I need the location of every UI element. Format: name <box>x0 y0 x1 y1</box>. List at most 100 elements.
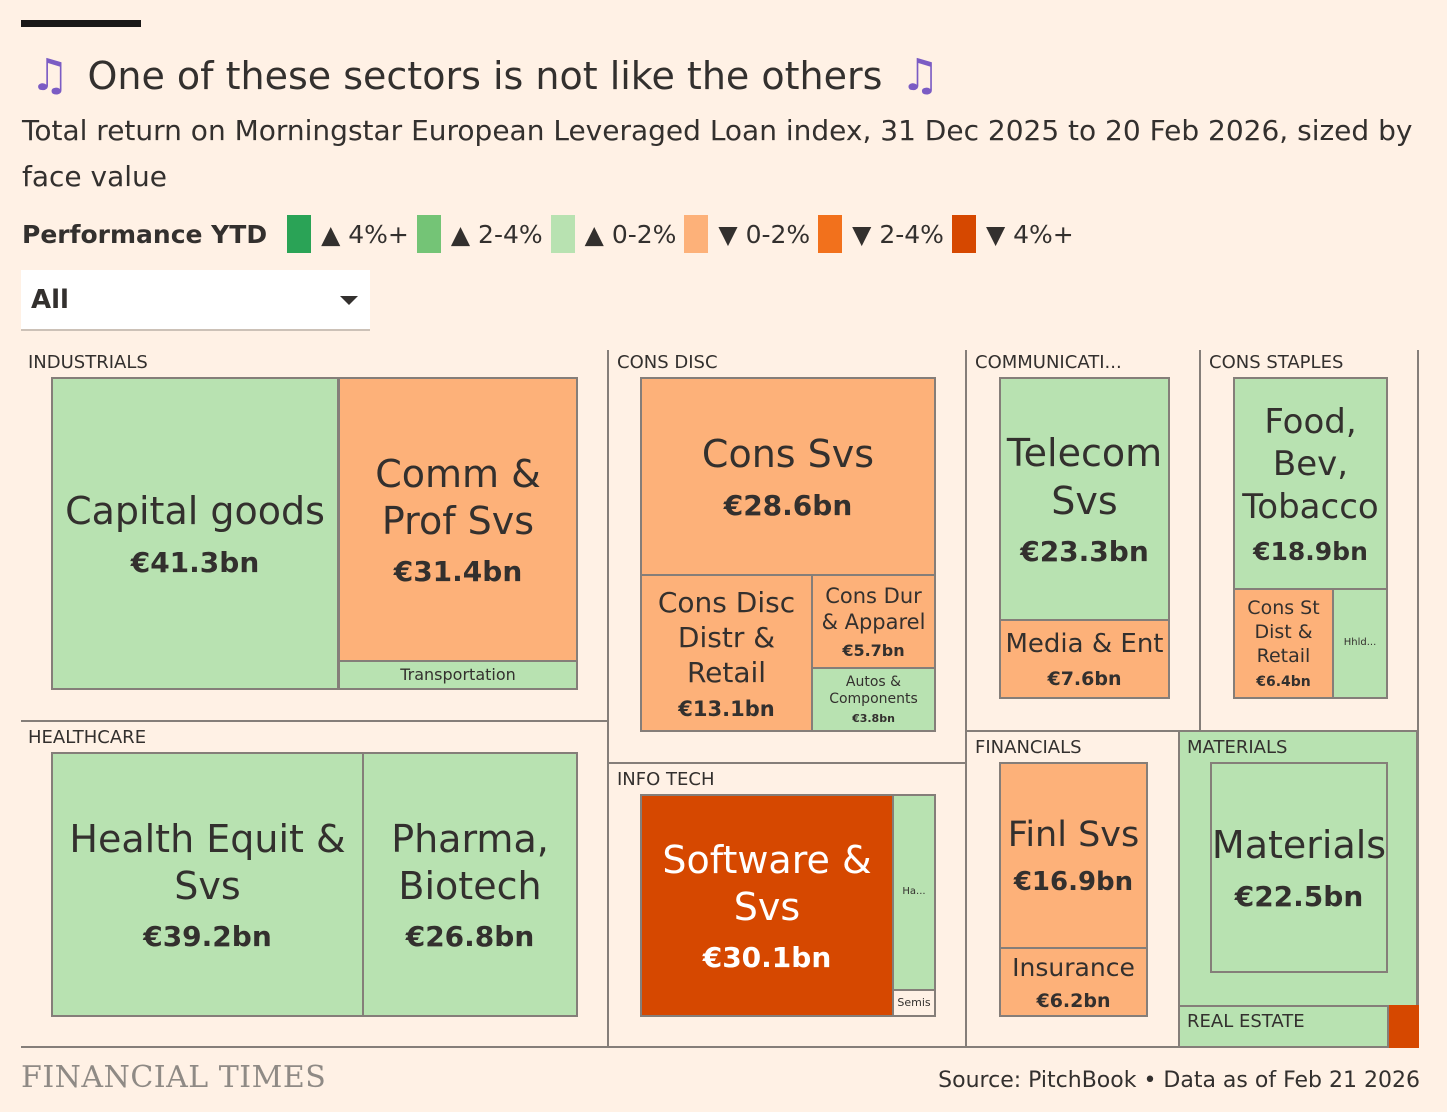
legend-swatch <box>287 215 312 253</box>
tile-value: €22.5bn <box>1234 879 1364 913</box>
musical-notes-icon: ♫ <box>900 50 940 101</box>
tile-name: Cons Dur & Apparel <box>821 583 926 635</box>
tile-name: Insurance <box>1012 953 1135 983</box>
treemap-tile[interactable]: Hhld... <box>1332 588 1388 699</box>
tile-value: €30.1bn <box>702 941 832 975</box>
sector-label: FINANCIALS <box>975 737 1082 758</box>
treemap-tile[interactable]: Cons Disc Distr & Retail €13.1bn <box>640 574 813 732</box>
chevron-down-icon <box>340 296 358 305</box>
musical-notes-icon: ♫ <box>30 50 70 101</box>
sector-label: MATERIALS <box>1187 737 1288 758</box>
tile-value: €41.3bn <box>130 545 260 579</box>
treemap-tile[interactable]: Food, Bev, Tobacco €18.9bn <box>1233 377 1388 590</box>
divider <box>21 720 608 722</box>
legend-item: ▲ 2-4% <box>416 215 543 253</box>
treemap-tile[interactable]: Cons St Dist & Retail €6.4bn <box>1233 588 1334 699</box>
dropdown-value: All <box>31 284 69 315</box>
treemap-tile[interactable]: Health Equit & Svs €39.2bn <box>51 752 364 1017</box>
divider <box>1199 350 1201 730</box>
sector-label: INDUSTRIALS <box>28 352 148 373</box>
divider <box>1417 350 1419 1006</box>
treemap-tile[interactable]: Software & Svs €30.1bn <box>640 794 894 1017</box>
treemap-tile[interactable]: Comm & Prof Svs €31.4bn <box>338 377 578 662</box>
sector-label: REAL ESTATE <box>1187 1011 1305 1032</box>
treemap-tile[interactable]: Materials €22.5bn <box>1210 762 1388 973</box>
divider <box>21 1046 1418 1048</box>
treemap-tile[interactable]: Cons Dur & Apparel €5.7bn <box>811 574 936 669</box>
tile-name: Pharma, Biotech <box>391 816 549 909</box>
tile-value: €31.4bn <box>393 555 523 589</box>
legend-item: ▲ 4%+ <box>287 215 409 253</box>
tile-name: Hhld... <box>1343 637 1377 649</box>
tile-name: Comm & Prof Svs <box>375 451 541 544</box>
legend-swatch <box>550 215 575 253</box>
chart-title-row: ♫ One of these sectors is not like the o… <box>30 50 940 101</box>
treemap-tile[interactable]: Autos & Components €3.8bn <box>811 667 936 732</box>
tile-name: Software & Svs <box>662 837 872 930</box>
tile-value: €7.6bn <box>1047 667 1122 690</box>
legend-label: ▼ 4%+ <box>985 219 1074 249</box>
treemap-tile[interactable]: Pharma, Biotech €26.8bn <box>362 752 578 1017</box>
tile-value: €3.8bn <box>852 712 895 726</box>
tile-name: Materials <box>1211 823 1387 868</box>
tile-value: €5.7bn <box>842 641 905 661</box>
legend-swatch <box>416 215 441 253</box>
tile-value: €13.1bn <box>678 697 775 722</box>
treemap-tile[interactable]: Transportation <box>338 660 578 690</box>
tile-name: Finl Svs <box>1007 815 1140 856</box>
tile-name: Ha... <box>902 886 926 898</box>
tile-name: Transportation <box>400 665 516 684</box>
source-note: Source: PitchBook • Data as of Feb 21 20… <box>938 1068 1420 1093</box>
legend-title: Performance YTD <box>22 219 268 249</box>
tile-value: €18.9bn <box>1253 537 1368 567</box>
chart-subtitle: Total return on Morningstar European Lev… <box>22 114 1413 193</box>
ft-top-bar <box>21 20 141 27</box>
treemap-tile[interactable]: Cons Svs €28.6bn <box>640 377 936 576</box>
legend-label: ▲ 4%+ <box>321 219 409 249</box>
legend-label: ▼ 2-4% <box>852 219 944 249</box>
divider <box>965 350 967 1048</box>
tile-name: Telecom Svs <box>1006 431 1163 523</box>
sector-label: INFO TECH <box>617 769 715 790</box>
tile-name: Semis <box>897 996 931 1010</box>
legend-item: ▼ 0-2% <box>684 215 810 253</box>
treemap-tile[interactable]: Ha... <box>892 794 936 991</box>
legend-item: ▼ 4%+ <box>951 215 1074 253</box>
treemap-tile[interactable]: Semis <box>892 989 936 1017</box>
legend: Performance YTD ▲ 4%+ ▲ 2-4% ▲ 0-2% ▼ 0-2% ▼… <box>22 212 1082 256</box>
tile-name: Cons Svs <box>701 432 875 477</box>
treemap-tile[interactable]: Insurance €6.2bn <box>999 947 1148 1017</box>
tile-name: Autos & Components <box>829 673 918 708</box>
treemap-tile[interactable]: Media & Ent €7.6bn <box>999 619 1170 699</box>
sector-filter-dropdown[interactable]: All <box>21 270 370 331</box>
tile-value: €23.3bn <box>1020 534 1149 568</box>
divider <box>608 762 966 764</box>
sector-label: COMMUNICATI... <box>975 352 1122 373</box>
treemap-tile[interactable]: Finl Svs €16.9bn <box>999 762 1148 949</box>
treemap-tile[interactable] <box>1389 1005 1419 1048</box>
legend-label: ▼ 0-2% <box>718 219 811 249</box>
legend-item: ▲ 0-2% <box>550 215 676 253</box>
ft-logo: FINANCIAL TIMES <box>21 1060 327 1095</box>
tile-name: Cons St Dist & Retail <box>1247 597 1320 667</box>
legend-item: ▼ 2-4% <box>818 215 944 253</box>
legend-swatch <box>818 215 843 253</box>
tile-name: Health Equit & Svs <box>69 816 346 909</box>
sector-label: CONS DISC <box>617 352 718 373</box>
treemap-tile[interactable]: Capital goods €41.3bn <box>51 377 339 690</box>
tile-name: Capital goods <box>65 489 325 534</box>
sector-label: HEALTHCARE <box>28 727 147 748</box>
tile-value: €26.8bn <box>405 920 535 954</box>
divider <box>607 350 609 1048</box>
legend-swatch <box>684 215 709 253</box>
chart-title: One of these sectors is not like the oth… <box>87 53 883 98</box>
tile-name: Food, Bev, Tobacco <box>1242 401 1379 527</box>
tile-value: €39.2bn <box>143 920 272 954</box>
tile-value: €6.2bn <box>1036 989 1111 1012</box>
legend-swatch <box>951 215 976 253</box>
treemap-tile[interactable]: Telecom Svs €23.3bn <box>999 377 1170 621</box>
legend-label: ▲ 2-4% <box>450 219 543 249</box>
tile-name: Media & Ent <box>1005 629 1164 660</box>
sector-label: CONS STAPLES <box>1209 352 1344 373</box>
tile-value: €28.6bn <box>723 488 853 522</box>
